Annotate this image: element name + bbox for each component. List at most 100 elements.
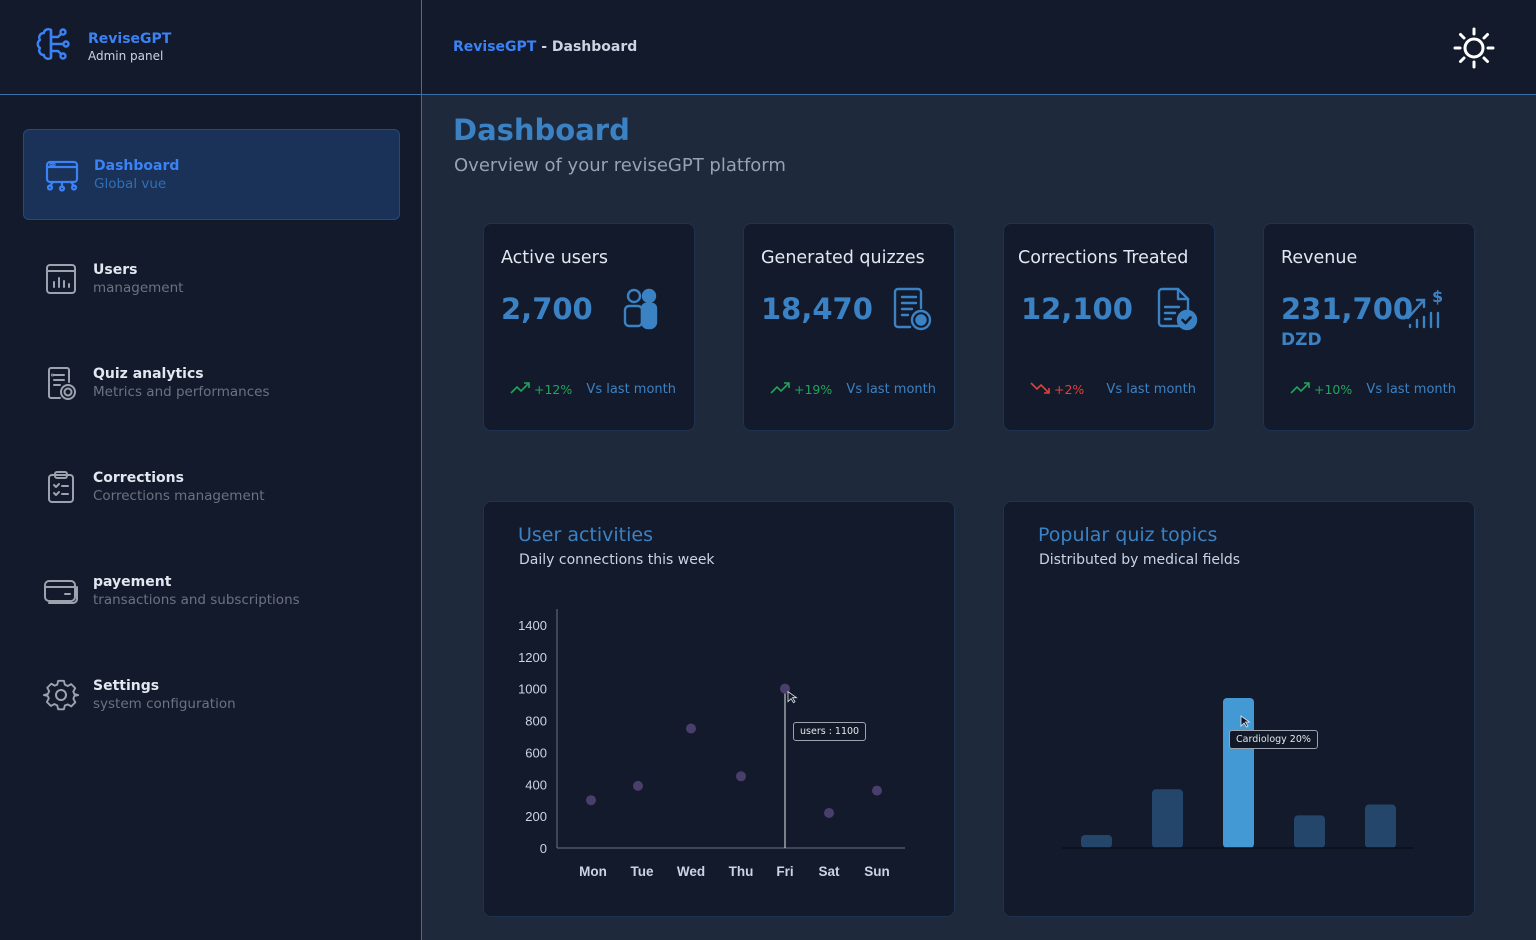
data-point bbox=[586, 795, 596, 806]
y-tick-label: 1000 bbox=[518, 682, 547, 697]
trend-up-icon bbox=[510, 382, 530, 397]
y-tick-label: 400 bbox=[525, 777, 547, 792]
card-compare: Vs last month bbox=[586, 382, 676, 397]
popular-topics-panel: Popular quiz topics Distributed by medic… bbox=[1003, 501, 1475, 917]
card-trend-value: +19% bbox=[794, 382, 833, 397]
quiz-analytics-icon bbox=[43, 365, 79, 401]
y-tick-label: 200 bbox=[525, 809, 547, 824]
page-subtitle: Overview of your reviseGPT platform bbox=[454, 155, 786, 176]
dashboard-icon bbox=[44, 157, 80, 193]
app-name: ReviseGPT bbox=[88, 31, 172, 47]
card-trend-value: +10% bbox=[1314, 382, 1353, 397]
data-point bbox=[633, 780, 643, 791]
main-content: Dashboard Overview of your reviseGPT pla… bbox=[422, 95, 1536, 940]
credit-card-icon bbox=[43, 573, 79, 609]
card-title: Active users bbox=[501, 248, 608, 268]
card-compare: Vs last month bbox=[1366, 382, 1456, 397]
card-trend: +2% bbox=[1030, 382, 1084, 397]
y-tick-label: 800 bbox=[525, 714, 547, 729]
y-tick-label: 1400 bbox=[518, 618, 547, 633]
sidebar: ReviseGPT Admin panel Dashboard Global v… bbox=[0, 0, 422, 940]
stat-card-revenue: Revenue 231,700 DZD $ +10% Vs last month bbox=[1263, 223, 1475, 431]
breadcrumb-separator: - bbox=[536, 39, 552, 55]
sidebar-item-label: Settings bbox=[93, 677, 160, 694]
data-point bbox=[736, 771, 746, 782]
sidebar-item-sub: Global vue bbox=[94, 175, 167, 192]
sidebar-item-sub: system configuration bbox=[93, 695, 236, 712]
brain-logo-icon bbox=[32, 24, 74, 70]
card-value: 12,100 bbox=[1021, 292, 1133, 326]
card-trend: +10% bbox=[1290, 382, 1352, 397]
card-trend: +19% bbox=[770, 382, 832, 397]
sidebar-item-users[interactable]: Users management bbox=[23, 233, 400, 324]
card-value: 231,700 bbox=[1281, 292, 1414, 326]
sidebar-item-quiz-analytics[interactable]: Quiz analytics Metrics and performances bbox=[23, 337, 400, 428]
popular-topics-chart bbox=[1062, 698, 1414, 849]
trend-up-icon bbox=[1290, 382, 1310, 397]
user-activities-chart: 0 200 400 600 800 1000 1200 1400 Mon Tue Wed Thu Fri… bbox=[518, 609, 905, 879]
y-tick-label: 0 bbox=[540, 841, 547, 856]
stat-card-active-users: Active users 2,700 +12% Vs last month bbox=[483, 223, 695, 431]
data-point bbox=[686, 723, 696, 734]
card-compare: Vs last month bbox=[1106, 382, 1196, 397]
brand: ReviseGPT Admin panel bbox=[0, 0, 421, 95]
bar bbox=[1081, 834, 1112, 848]
card-value: 2,700 bbox=[501, 292, 593, 326]
breadcrumb: ReviseGPT - Dashboard bbox=[453, 39, 637, 55]
sidebar-item-label: Quiz analytics bbox=[93, 365, 204, 382]
x-tick-label: Wed bbox=[677, 864, 705, 879]
card-trend-value: +12% bbox=[534, 382, 573, 397]
chart-tooltip: users : 1100 bbox=[793, 722, 867, 741]
sidebar-nav: Dashboard Global vue Users management bbox=[0, 95, 421, 740]
sidebar-item-sub: Metrics and performances bbox=[93, 383, 270, 400]
panel-title: Popular quiz topics bbox=[1038, 524, 1218, 546]
sidebar-item-settings[interactable]: Settings system configuration bbox=[23, 649, 400, 740]
panel-title: User activities bbox=[518, 524, 654, 546]
card-trend-value: +2% bbox=[1054, 382, 1085, 397]
sidebar-item-sub: Corrections management bbox=[93, 487, 265, 504]
trend-down-icon bbox=[1030, 382, 1050, 397]
users-chart-icon bbox=[43, 261, 79, 297]
users-icon bbox=[619, 286, 665, 332]
bar bbox=[1365, 804, 1396, 848]
data-point bbox=[780, 683, 790, 694]
bar bbox=[1294, 815, 1325, 848]
sun-icon bbox=[1452, 27, 1496, 74]
sidebar-item-dashboard[interactable]: Dashboard Global vue bbox=[23, 129, 400, 220]
doc-check-icon bbox=[1154, 286, 1200, 332]
sidebar-item-label: Dashboard bbox=[94, 157, 180, 174]
x-tick-label: Sat bbox=[818, 864, 840, 879]
card-value: 18,470 bbox=[761, 292, 873, 326]
clipboard-check-icon bbox=[43, 469, 79, 505]
card-title: Revenue bbox=[1281, 248, 1358, 268]
card-compare: Vs last month bbox=[846, 382, 936, 397]
x-tick-label: Thu bbox=[729, 864, 754, 879]
sidebar-item-label: payement bbox=[93, 573, 172, 590]
top-bar: ReviseGPT - Dashboard bbox=[422, 0, 1536, 95]
gear-icon bbox=[43, 677, 79, 713]
card-unit: DZD bbox=[1281, 330, 1322, 350]
quiz-doc-icon bbox=[889, 286, 935, 332]
x-tick-label: Mon bbox=[579, 864, 607, 879]
card-title: Corrections Treated bbox=[1018, 248, 1189, 268]
chart-tooltip: Cardiology 20% bbox=[1229, 730, 1318, 749]
trend-up-icon bbox=[770, 382, 790, 397]
sidebar-item-label: Corrections bbox=[93, 469, 184, 486]
panel-subtitle: Daily connections this week bbox=[519, 552, 715, 568]
stat-card-corrections-treated: Corrections Treated 12,100 +2% Vs last m… bbox=[1003, 223, 1215, 431]
card-title: Generated quizzes bbox=[761, 248, 925, 268]
sidebar-item-payement[interactable]: payement transactions and subscriptions bbox=[23, 545, 400, 636]
revenue-growth-icon: $ bbox=[1406, 287, 1452, 334]
sidebar-item-label: Users bbox=[93, 261, 138, 278]
panel-subtitle: Distributed by medical fields bbox=[1039, 552, 1241, 568]
breadcrumb-app[interactable]: ReviseGPT bbox=[453, 39, 537, 55]
sidebar-item-corrections[interactable]: Corrections Corrections management bbox=[23, 441, 400, 532]
svg-text:$: $ bbox=[1432, 288, 1443, 306]
data-point bbox=[824, 807, 834, 818]
card-trend: +12% bbox=[510, 382, 572, 397]
x-tick-label: Fri bbox=[776, 864, 793, 879]
x-tick-label: Sun bbox=[864, 864, 890, 879]
sidebar-item-sub: management bbox=[93, 279, 184, 296]
x-tick-label: Tue bbox=[631, 864, 654, 879]
theme-toggle-button[interactable] bbox=[1452, 26, 1496, 70]
